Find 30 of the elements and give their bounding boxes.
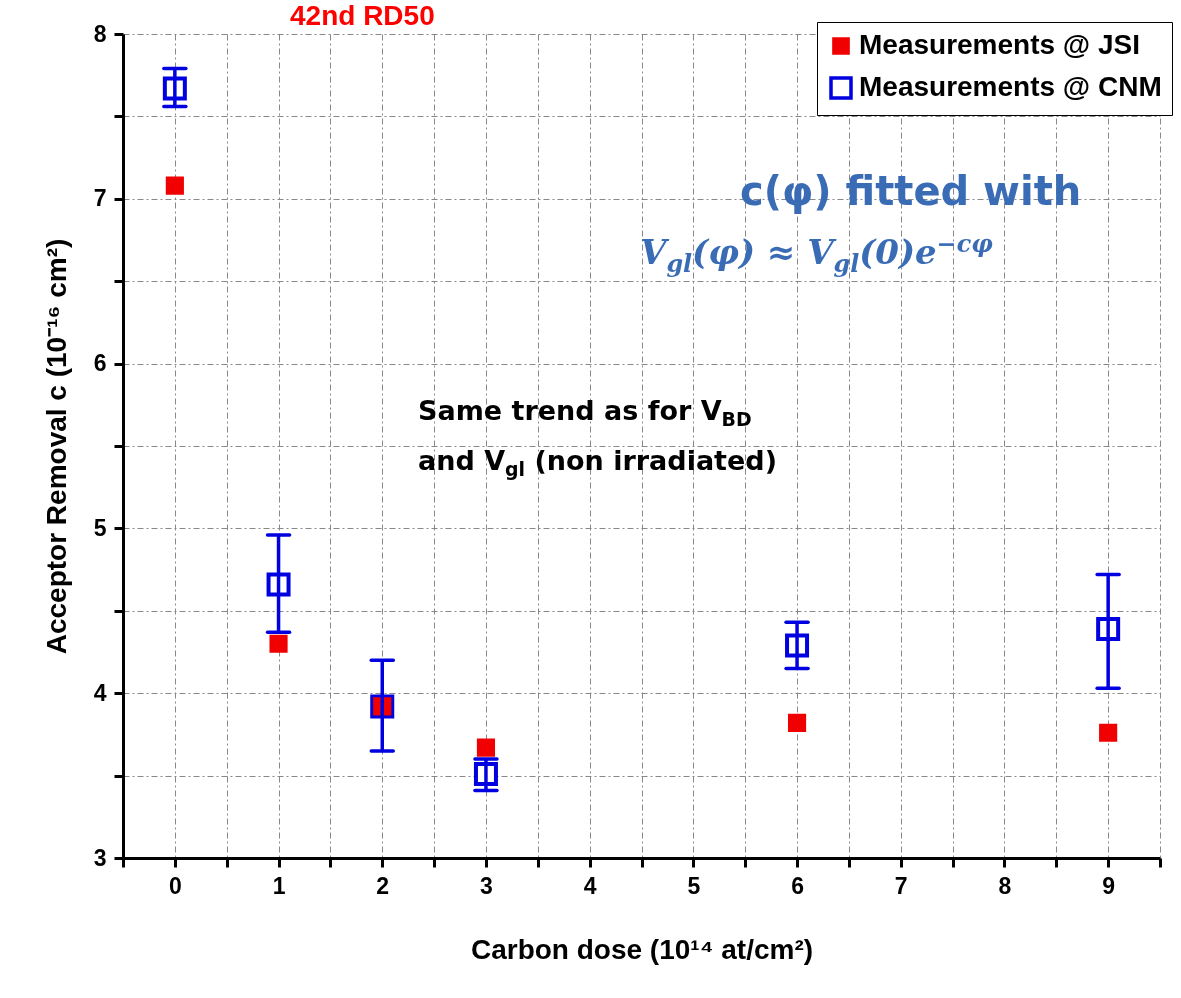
- annotation: Same trend as for V$_{BD}$: [418, 395, 752, 431]
- annotation: and V$_{gl}$ (non irradiated): [418, 445, 778, 481]
- x-tick-label: 1: [272, 872, 286, 899]
- x-tick-label: 7: [894, 872, 908, 899]
- point: [1099, 723, 1118, 742]
- y-tick-label: 4: [93, 679, 107, 706]
- x-tick-label: 4: [583, 872, 597, 899]
- y-tick-label: 7: [93, 185, 107, 212]
- x-tick-label: 9: [1102, 872, 1116, 899]
- y-tick-label: 8: [93, 20, 107, 47]
- annotation: V$_{gl}$(φ) ≈ V$_{gl}$(0)e$^{−cφ}$: [640, 230, 993, 279]
- x-tick-label: 0: [168, 872, 182, 899]
- legend-label: Measurements @ JSI: [859, 29, 1140, 60]
- y-tick-label: 6: [93, 350, 107, 377]
- point: [787, 713, 807, 732]
- annotation: c(φ) fitted with: [740, 168, 1082, 214]
- y-tick-label: 3: [93, 844, 107, 871]
- x-tick-label: 2: [376, 872, 390, 899]
- x-tick-label: 3: [480, 872, 493, 899]
- x-tick-label: 5: [687, 872, 701, 899]
- point: [165, 176, 184, 195]
- x-tick-label: 6: [791, 872, 804, 899]
- x-tick-label: 8: [998, 872, 1012, 899]
- y-axis-title: Acceptor Removal c (10⁻¹⁶ cm²): [40, 238, 72, 655]
- point: [269, 634, 288, 653]
- y-tick-label: 5: [93, 514, 107, 541]
- legend-label: Measurements @ CNM: [859, 71, 1162, 102]
- point: [476, 738, 496, 757]
- x-axis-title: Carbon dose (10¹⁴ at/cm²): [470, 933, 814, 965]
- text: 42nd RD50: [290, 0, 435, 32]
